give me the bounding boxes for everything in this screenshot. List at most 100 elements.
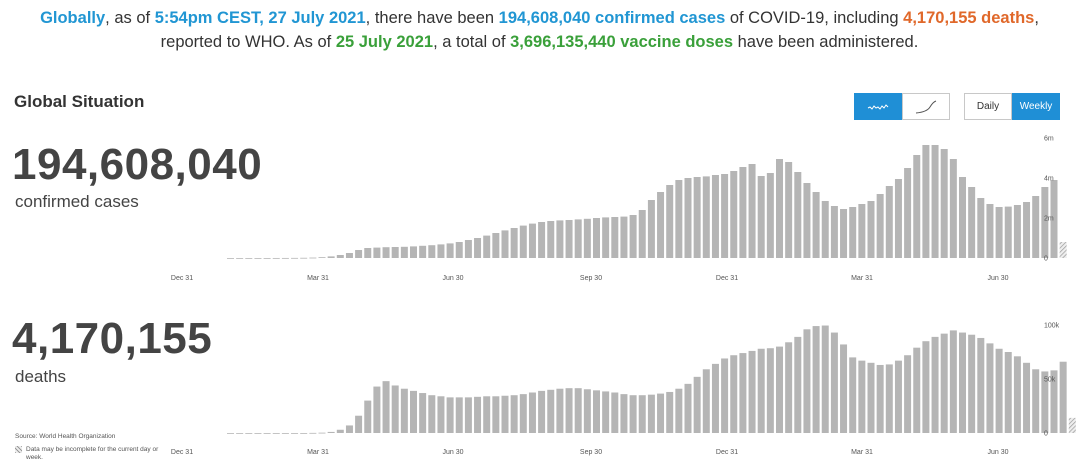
bar xyxy=(474,238,482,258)
bar xyxy=(428,395,436,433)
bar xyxy=(602,217,610,258)
deaths-label: deaths xyxy=(15,367,67,386)
bar xyxy=(876,364,884,433)
bar xyxy=(821,201,829,258)
bar xyxy=(227,433,234,434)
bar xyxy=(464,240,472,258)
bar xyxy=(840,209,848,258)
bar xyxy=(885,364,893,433)
bar xyxy=(638,395,646,433)
bar xyxy=(904,355,912,433)
bar xyxy=(867,362,875,433)
bar xyxy=(803,183,811,258)
deaths-total: 4,170,155 deaths xyxy=(903,9,1035,27)
deaths-total-number: 4,170,155 xyxy=(12,314,213,363)
bar xyxy=(858,204,866,258)
cases-total-number: 194,608,040 xyxy=(12,140,263,189)
headline-text: have been administered. xyxy=(733,33,919,51)
bar xyxy=(995,207,1003,258)
bar xyxy=(364,248,372,258)
bar xyxy=(693,177,701,258)
bar xyxy=(785,162,793,258)
cases-label: confirmed cases xyxy=(15,192,139,211)
headline-text: , xyxy=(1034,9,1039,27)
bar xyxy=(629,395,637,433)
bar xyxy=(949,159,957,258)
bar xyxy=(1050,370,1058,433)
bar xyxy=(492,396,500,433)
bar xyxy=(986,204,994,258)
cumulative-chart-button[interactable] xyxy=(902,93,950,120)
bar xyxy=(757,348,765,433)
headline-text: reported to WHO. As of xyxy=(160,33,336,51)
bar xyxy=(501,230,509,258)
bar xyxy=(702,369,710,433)
headline-text: , as of xyxy=(105,9,155,27)
bar xyxy=(556,220,564,258)
chart-type-toggle xyxy=(854,93,950,120)
headline-text: , a total of xyxy=(433,33,511,51)
bar xyxy=(602,391,610,433)
bar xyxy=(849,357,857,433)
bar xyxy=(702,176,710,258)
bar xyxy=(894,179,902,258)
daily-chart-button[interactable] xyxy=(854,93,902,120)
bar xyxy=(620,216,628,258)
bar xyxy=(977,198,985,258)
bar xyxy=(547,389,555,433)
bar xyxy=(803,329,811,433)
headline-line-2: reported to WHO. As of 25 July 2021, a t… xyxy=(0,30,1079,54)
y-tick-label: 6m xyxy=(1044,136,1054,143)
bar xyxy=(547,221,555,258)
bar xyxy=(327,431,335,433)
bar xyxy=(730,171,738,258)
bar xyxy=(574,219,582,258)
bar xyxy=(345,253,353,258)
bar xyxy=(574,388,582,433)
bar xyxy=(968,334,976,433)
bar xyxy=(785,342,793,433)
bar xyxy=(391,247,399,258)
bar xyxy=(1041,187,1049,258)
bar xyxy=(1059,361,1067,433)
bar xyxy=(419,393,427,433)
bar xyxy=(940,149,948,258)
weekly-button[interactable]: Weekly xyxy=(1012,93,1060,120)
globally-label: Globally xyxy=(40,9,106,27)
incomplete-data-note: Data may be incomplete for the current d… xyxy=(15,446,165,462)
bar xyxy=(400,388,408,433)
bar xyxy=(858,360,866,433)
bar xyxy=(840,344,848,433)
bar xyxy=(940,333,948,433)
bar xyxy=(995,348,1003,433)
bar xyxy=(721,358,729,433)
bar xyxy=(236,433,244,434)
bar xyxy=(593,390,600,433)
bar xyxy=(318,432,326,434)
bar xyxy=(254,258,262,259)
bar xyxy=(309,257,317,259)
bar xyxy=(227,258,234,259)
bar xyxy=(474,396,482,433)
x-tick-label: Jun 30 xyxy=(987,449,1008,456)
period-toggle: Daily Weekly xyxy=(964,93,1060,120)
bar xyxy=(272,433,280,434)
bar xyxy=(949,330,957,433)
daily-button[interactable]: Daily xyxy=(964,93,1012,120)
bar xyxy=(794,172,802,258)
bar xyxy=(300,257,308,259)
bar xyxy=(1032,369,1040,433)
headline-line-1: Globally, as of 5:54pm CEST, 27 July 202… xyxy=(0,6,1079,30)
x-tick-label: Mar 31 xyxy=(851,275,873,282)
bar xyxy=(867,201,875,258)
x-tick-label: Dec 31 xyxy=(171,449,193,456)
bar xyxy=(565,388,573,433)
x-tick-label: Dec 31 xyxy=(716,275,738,282)
confirmed-cases-total: 194,608,040 confirmed cases xyxy=(498,9,726,27)
bar xyxy=(620,394,628,433)
x-tick-label: Mar 31 xyxy=(307,449,329,456)
bar xyxy=(638,210,646,258)
headline-summary: Globally, as of 5:54pm CEST, 27 July 202… xyxy=(0,6,1079,54)
bar xyxy=(391,385,399,433)
bar xyxy=(382,381,390,433)
